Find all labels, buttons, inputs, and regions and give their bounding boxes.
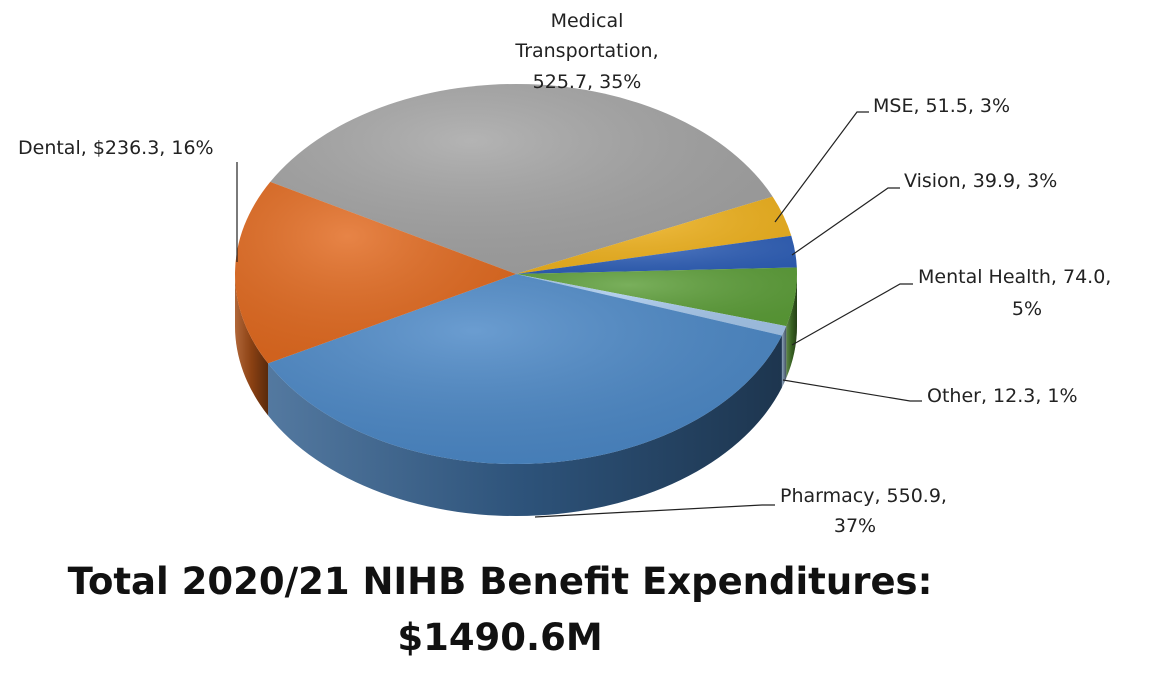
slice-shade-mental-health <box>516 267 797 327</box>
slice-shade-medical-transportation <box>270 84 773 274</box>
label-pharmacy-l1: Pharmacy, 550.9, <box>780 485 947 507</box>
slice-shade-other <box>516 274 787 336</box>
label-medical-transportation-l1: Medical <box>551 10 624 32</box>
leader-line-other <box>782 379 922 402</box>
leader-line-pharmacy <box>534 504 775 518</box>
leader-line-mse <box>774 111 869 223</box>
slice-shade-vision <box>516 235 797 274</box>
pie-tops <box>234 84 797 464</box>
label-other: Other, 12.3, 1% <box>927 385 1078 407</box>
leader-line-mental-health <box>791 283 913 346</box>
side-shade-dental <box>235 274 269 416</box>
pie-sides <box>235 274 797 516</box>
label-medical-transportation-l2: Transportation, <box>514 40 658 62</box>
side-shade-mental-health <box>786 274 797 379</box>
side-shade-other <box>781 326 787 388</box>
chart-total: $1490.6M <box>397 616 603 659</box>
label-dental: Dental, $236.3, 16% <box>18 137 214 159</box>
slice-shade-dental <box>234 181 516 364</box>
side-shade-pharmacy <box>268 335 782 516</box>
label-vision: Vision, 39.9, 3% <box>904 170 1057 192</box>
slice-shade-pharmacy <box>268 274 782 464</box>
chart-title: Total 2020/21 NIHB Benefit Expenditures: <box>67 560 933 603</box>
label-mental-health-l2: 5% <box>1012 298 1042 320</box>
label-mental-health-l1: Mental Health, 74.0, <box>918 266 1111 288</box>
label-mse: MSE, 51.5, 3% <box>873 95 1010 117</box>
slice-shade-mse <box>516 196 792 274</box>
leader-lines <box>236 111 922 518</box>
leader-line-vision <box>791 187 900 256</box>
label-pharmacy-l2: 37% <box>834 515 876 537</box>
label-medical-transportation-l3: 525.7, 35% <box>533 71 642 93</box>
